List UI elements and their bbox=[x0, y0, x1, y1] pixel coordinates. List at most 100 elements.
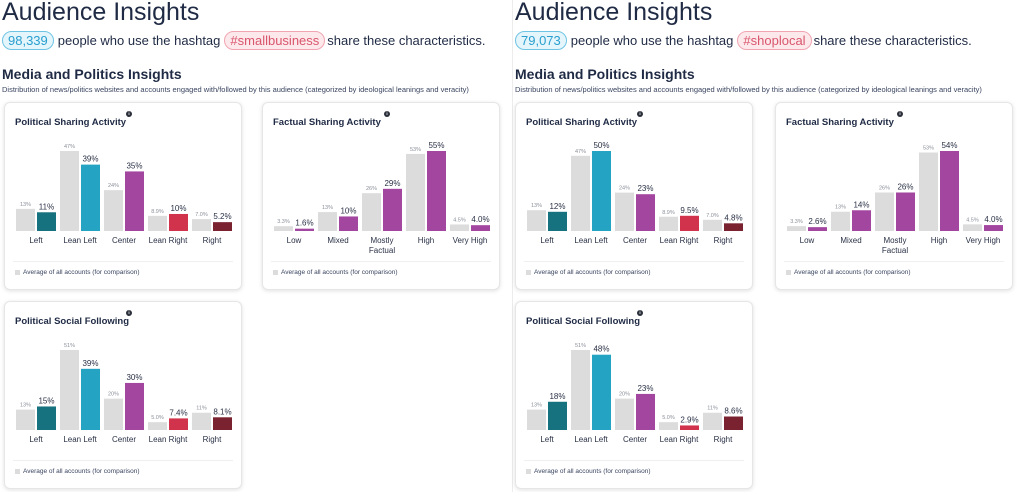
data-label-audience: 2.9% bbox=[680, 415, 698, 424]
bar-comparison-left bbox=[527, 409, 546, 430]
bar-audience-right bbox=[724, 223, 743, 231]
data-label-audience: 39% bbox=[82, 155, 98, 164]
x-tick-label: Center bbox=[623, 435, 647, 444]
bar-comparison-center bbox=[104, 190, 123, 231]
bar-audience-lean-left bbox=[592, 151, 611, 231]
summary-text-before: people who use the hashtag bbox=[57, 32, 221, 48]
legend-label: Average of all accounts (for comparison) bbox=[534, 269, 651, 276]
info-icon[interactable]: i bbox=[637, 111, 643, 117]
divider bbox=[524, 261, 744, 262]
x-tick-label: Lean Left bbox=[63, 236, 97, 245]
legend-swatch bbox=[526, 270, 531, 275]
legend-swatch bbox=[15, 469, 20, 474]
legend-label: Average of all accounts (for comparison) bbox=[23, 468, 140, 475]
bar-audience-left bbox=[37, 212, 56, 231]
x-tick-label: Lean Left bbox=[574, 435, 608, 444]
bar-chart: 13% 12% Left 47% 50% Lean Left 24% 23% Center 8.9… bbox=[527, 141, 743, 245]
x-tick-label: Mixed bbox=[840, 236, 861, 245]
x-tick-label: Factual bbox=[882, 246, 908, 255]
section-title: Media and Politics Insights bbox=[515, 66, 695, 82]
data-label-comparison: 13% bbox=[531, 203, 542, 209]
x-tick-label: Mostly bbox=[370, 236, 393, 245]
data-label-comparison: 13% bbox=[835, 205, 846, 211]
x-tick-label: Right bbox=[203, 435, 222, 444]
data-label-comparison: 5.0% bbox=[151, 415, 164, 421]
bar-comparison-center bbox=[615, 192, 634, 231]
data-label-audience: 5.2% bbox=[213, 212, 231, 221]
data-label-comparison: 20% bbox=[108, 392, 119, 398]
data-label-comparison: 24% bbox=[108, 183, 119, 189]
data-label-audience: 8.6% bbox=[724, 407, 742, 416]
x-tick-label: Right bbox=[714, 435, 733, 444]
chart-legend: Average of all accounts (for comparison) bbox=[786, 269, 911, 276]
bar-comparison-mixed bbox=[831, 211, 850, 231]
info-icon[interactable]: i bbox=[126, 310, 132, 316]
bar-comparison-center bbox=[104, 398, 123, 430]
data-label-comparison: 7.0% bbox=[195, 212, 208, 218]
info-icon[interactable]: i bbox=[126, 111, 132, 117]
bar-comparison-mostly-factual bbox=[875, 192, 894, 231]
data-label-audience: 18% bbox=[549, 392, 565, 401]
hashtag-badge[interactable]: #shoplocal bbox=[737, 30, 812, 50]
legend-swatch bbox=[273, 270, 278, 275]
bar-comparison-left bbox=[16, 409, 35, 430]
info-icon[interactable]: i bbox=[897, 111, 903, 117]
data-label-audience: 10% bbox=[170, 204, 186, 213]
bar-comparison-low bbox=[787, 226, 806, 231]
chart-title: Factual Sharing Activity bbox=[786, 117, 894, 128]
x-tick-label: Center bbox=[623, 236, 647, 245]
data-label-comparison: 8.9% bbox=[151, 209, 164, 215]
bar-audience-right bbox=[213, 417, 232, 430]
info-icon[interactable]: i bbox=[637, 310, 643, 316]
bar-audience-left bbox=[548, 211, 567, 231]
section-description: Distribution of news/politics websites a… bbox=[2, 85, 469, 94]
bar-audience-lean-left bbox=[592, 354, 611, 430]
bar-audience-lean-left bbox=[81, 368, 100, 430]
chart-card-political-following: Political Social Following i 13% 15% Left 5… bbox=[4, 301, 242, 489]
bar-comparison-very-high bbox=[450, 224, 469, 231]
data-label-comparison: 51% bbox=[64, 343, 75, 349]
x-tick-label: Left bbox=[29, 435, 43, 444]
data-label-comparison: 11% bbox=[707, 406, 718, 412]
data-label-comparison: 5.0% bbox=[662, 415, 675, 421]
bar-comparison-high bbox=[919, 152, 938, 231]
summary-text-after: share these characteristics. bbox=[813, 32, 972, 48]
x-tick-label: Lean Left bbox=[574, 236, 608, 245]
bar-comparison-low bbox=[274, 226, 293, 231]
chart-legend: Average of all accounts (for comparison) bbox=[273, 269, 398, 276]
chart-legend: Average of all accounts (for comparison) bbox=[526, 269, 651, 276]
chart-card-political-following: Political Social Following i 13% 18% Left 5… bbox=[515, 301, 753, 489]
divider bbox=[271, 261, 491, 262]
legend-label: Average of all accounts (for comparison) bbox=[23, 269, 140, 276]
chart-card-political-sharing: Political Sharing Activity i 13% 12% Left 4… bbox=[515, 102, 753, 290]
data-label-audience: 14% bbox=[853, 200, 869, 209]
data-label-audience: 12% bbox=[549, 202, 565, 211]
info-icon[interactable]: i bbox=[384, 111, 390, 117]
x-tick-label: Lean Right bbox=[660, 236, 699, 245]
bar-audience-low bbox=[295, 228, 314, 231]
bar-comparison-lean-right bbox=[659, 216, 678, 231]
bar-comparison-lean-right bbox=[148, 215, 167, 231]
bar-comparison-mostly-factual bbox=[362, 193, 381, 231]
bar-chart: 13% 15% Left 51% 39% Lean Left 20% 30% Center 5.0… bbox=[16, 343, 232, 444]
data-label-comparison: 13% bbox=[322, 205, 333, 211]
bar-comparison-very-high bbox=[963, 224, 982, 231]
legend-label: Average of all accounts (for comparison) bbox=[534, 468, 651, 475]
x-tick-label: Lean Right bbox=[149, 435, 188, 444]
x-tick-label: High bbox=[418, 236, 434, 245]
data-label-audience: 9.5% bbox=[680, 206, 698, 215]
data-label-comparison: 11% bbox=[196, 406, 207, 412]
data-label-comparison: 13% bbox=[20, 202, 31, 208]
x-tick-label: Right bbox=[714, 236, 733, 245]
divider bbox=[784, 261, 1004, 262]
bar-audience-mixed bbox=[852, 210, 871, 231]
chart-title: Political Sharing Activity bbox=[15, 117, 127, 128]
hashtag-badge[interactable]: #smallbusiness bbox=[224, 30, 326, 50]
data-label-comparison: 8.9% bbox=[662, 210, 675, 216]
x-tick-label: Factual bbox=[369, 246, 395, 255]
bar-comparison-lean-left bbox=[571, 155, 590, 231]
section-description: Distribution of news/politics websites a… bbox=[515, 85, 982, 94]
chart-legend: Average of all accounts (for comparison) bbox=[15, 468, 140, 475]
bar-audience-center bbox=[125, 382, 144, 430]
page-title: Audience Insights bbox=[2, 0, 200, 26]
